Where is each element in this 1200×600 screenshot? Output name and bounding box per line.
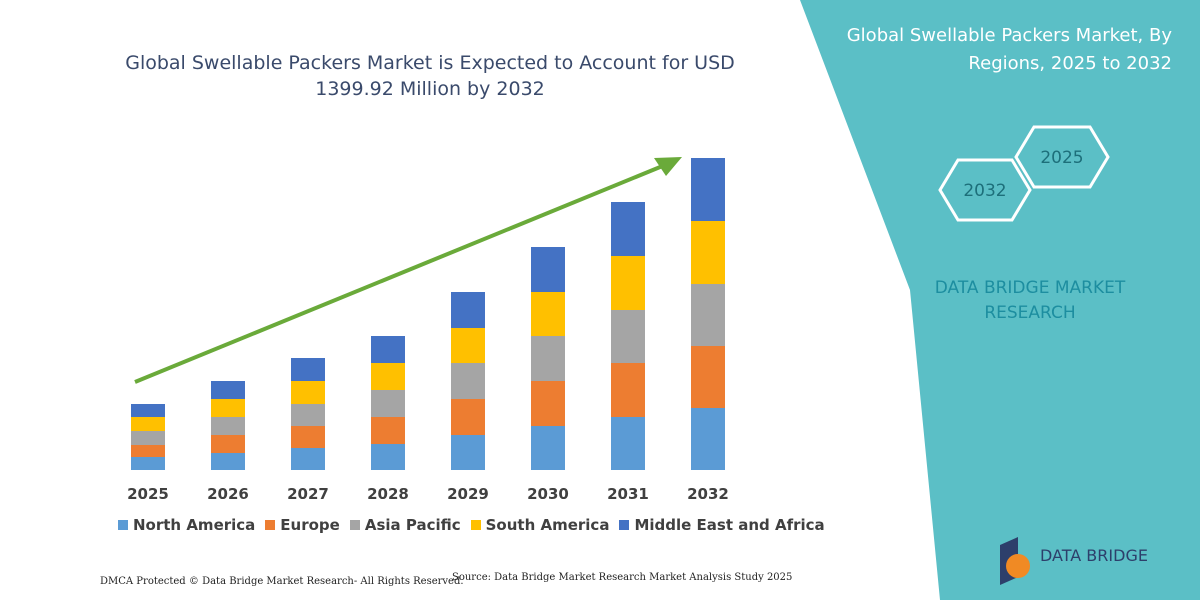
legend-item: Middle East and Africa <box>619 516 825 534</box>
legend-item: Europe <box>265 516 340 534</box>
hexagon <box>938 158 1032 222</box>
brand: DATA BRIDGE MARKET RESEARCH <box>934 278 1126 323</box>
bar-segment <box>451 292 485 328</box>
bar-segment <box>691 346 725 408</box>
hexagon <box>1014 125 1110 189</box>
x-tick-label: 2032 <box>687 485 729 503</box>
side-panel <box>800 0 1200 600</box>
bar-segment <box>371 363 405 390</box>
bar-segment <box>291 381 325 404</box>
bar-segment <box>451 435 485 470</box>
bar-segment <box>371 336 405 363</box>
hex-label: 2025 <box>1040 148 1083 168</box>
bar-segment <box>211 399 245 417</box>
x-tick-label: 2026 <box>207 485 249 503</box>
bar-segment <box>371 390 405 417</box>
chart-title: Global Swellable Packers Market is Expec… <box>125 52 735 100</box>
bar-segment <box>691 158 725 221</box>
bar-segment <box>451 399 485 435</box>
legend-label: North America <box>133 516 256 534</box>
bar-segment <box>531 336 565 381</box>
bar-segment <box>291 448 325 470</box>
bar-segment <box>131 417 165 431</box>
legend-label: Middle East and Africa <box>634 516 825 534</box>
bar-segment <box>211 417 245 435</box>
bar-segment <box>291 404 325 426</box>
legend-label: Asia Pacific <box>364 516 461 534</box>
logo-icon <box>1006 554 1030 578</box>
arrow-head <box>654 157 682 176</box>
x-tick-label: 2031 <box>607 485 649 503</box>
logo-text: DATA BRIDGE <box>1040 546 1148 565</box>
bar-segment <box>531 247 565 292</box>
bar-segment <box>131 445 165 457</box>
panel-title: Global Swellable Packers Market, By Regi… <box>846 25 1172 74</box>
legend: North America Europe Asia Pacific South Ame… <box>118 516 825 534</box>
legend-swatch <box>470 520 481 530</box>
bar-segment <box>371 444 405 470</box>
bar-segment <box>371 417 405 444</box>
legend-swatch <box>118 520 128 530</box>
trend-arrow <box>134 163 666 384</box>
x-tick-label: 2027 <box>287 485 329 503</box>
bar-segment <box>131 404 165 417</box>
bar-segment <box>211 381 245 399</box>
bar-segment <box>691 221 725 284</box>
legend-swatch <box>265 520 276 530</box>
bar-segment <box>531 292 565 336</box>
legend-swatch <box>619 520 630 530</box>
x-tick-label: 2030 <box>527 485 569 503</box>
bar-segment <box>611 310 645 363</box>
bar-segment <box>691 408 725 470</box>
bar-segment <box>451 328 485 363</box>
bar-segment <box>131 457 165 470</box>
hex-label: 2032 <box>963 181 1006 201</box>
bar-segment <box>691 284 725 346</box>
bar-segment <box>131 431 165 445</box>
bar-segment <box>291 426 325 448</box>
bar-segment <box>611 202 645 256</box>
legend-item: South America <box>470 516 610 534</box>
bar-segment <box>531 381 565 426</box>
bar-segment <box>611 417 645 470</box>
legend-label: Europe <box>280 516 340 534</box>
legend-label: South America <box>485 516 610 534</box>
x-tick-label: 2029 <box>447 485 489 503</box>
bar-segment <box>611 256 645 310</box>
legend-item: Asia Pacific <box>349 516 461 534</box>
x-tick-label: 2028 <box>367 485 409 503</box>
dmca: DMCA Protected © Data Bridge Market Rese… <box>100 576 464 587</box>
bar-segment <box>211 435 245 453</box>
legend-swatch <box>349 520 360 530</box>
source: Source: Data Bridge Market Research Mark… <box>452 572 793 583</box>
bar-segment <box>611 363 645 417</box>
x-tick-label: 2025 <box>127 485 169 503</box>
bar-segment <box>211 453 245 470</box>
bar-segment <box>451 363 485 399</box>
legend-item: North America <box>118 516 255 534</box>
bar-segment <box>531 426 565 470</box>
bar-segment <box>291 358 325 381</box>
